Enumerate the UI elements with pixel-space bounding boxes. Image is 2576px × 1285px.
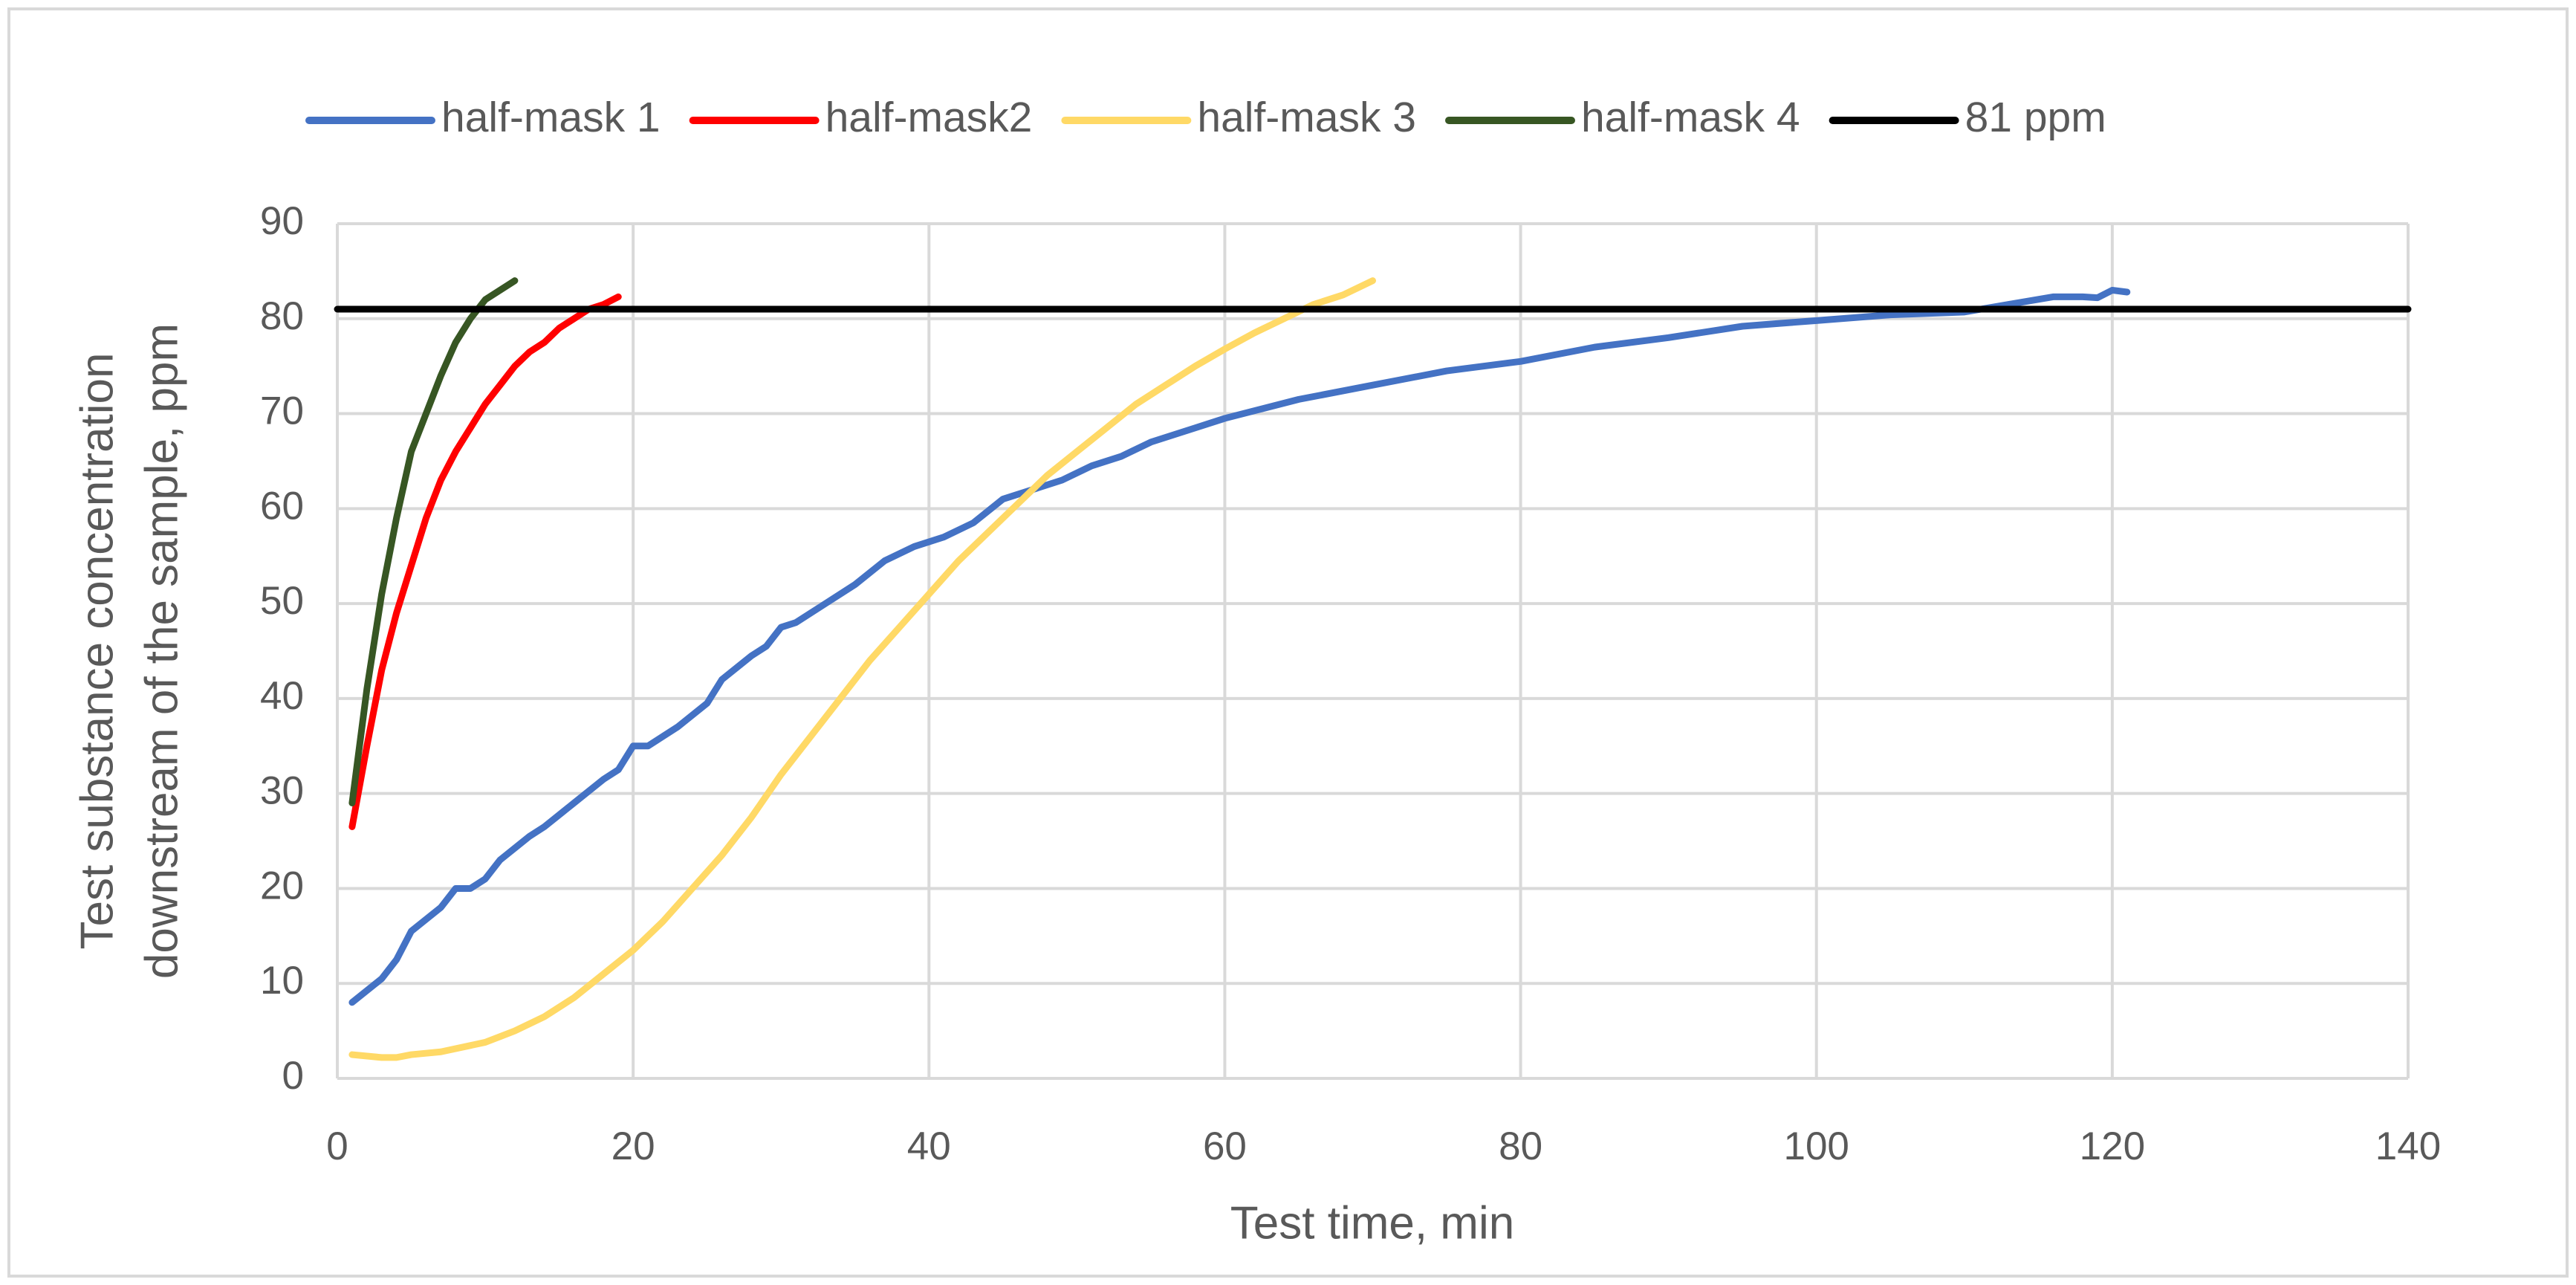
x-tick-label: 40 [907,1124,951,1168]
chart-border [7,7,2569,1278]
x-axis-title: Test time, min [1230,1197,1514,1249]
data-line [348,293,622,830]
x-tick-label: 120 [2080,1124,2145,1168]
y-tick-label: 40 [260,674,304,718]
legend-label: half-mask2 [825,94,1033,141]
data-line [348,286,2131,1006]
legend-label: 81 ppm [1965,94,2106,141]
x-tick-label: 60 [1203,1124,1247,1168]
legend-label: half-mask 1 [441,94,661,141]
x-tick-label: 0 [326,1124,348,1168]
y-tick-label: 20 [260,864,304,907]
legend-label: half-mask 4 [1581,94,1800,141]
legend-label: half-mask 3 [1197,94,1416,141]
x-tick-label: 140 [2375,1124,2441,1168]
x-tick-label: 80 [1499,1124,1542,1168]
x-tick-label: 100 [1783,1124,1849,1168]
y-axis-title: Test substance concentration [71,352,123,949]
x-tick-label: 20 [611,1124,655,1168]
y-tick-label: 10 [260,959,304,1003]
data-line [348,277,1376,1061]
y-tick-label: 90 [260,199,304,243]
y-tick-label: 0 [282,1054,304,1098]
y-tick-label: 50 [260,579,304,623]
y-tick-label: 60 [260,484,304,528]
y-axis-title: downstream of the sample, ppm [136,323,187,979]
y-tick-label: 70 [260,389,304,433]
data-line [348,277,519,806]
y-tick-label: 80 [260,294,304,338]
y-tick-label: 30 [260,769,304,813]
